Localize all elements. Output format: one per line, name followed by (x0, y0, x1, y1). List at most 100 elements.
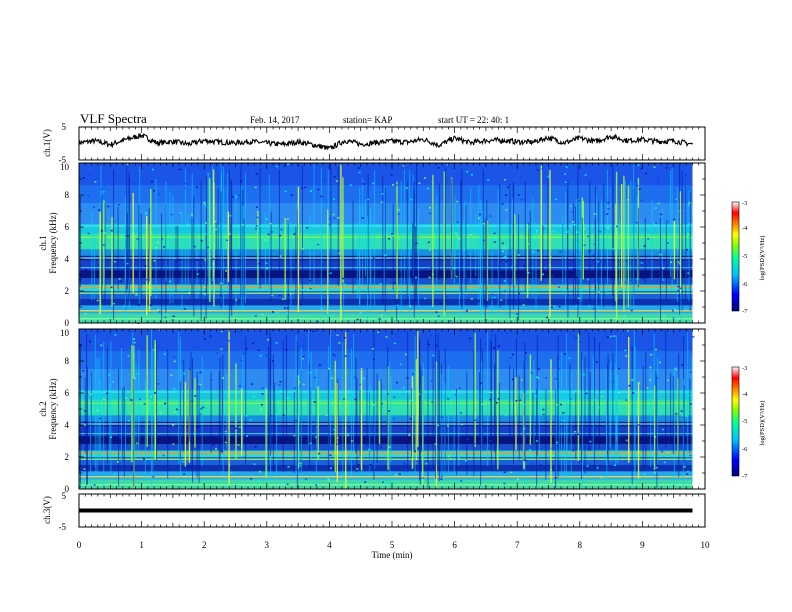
noise-speckle (477, 217, 480, 219)
noise-speckle (559, 403, 562, 406)
impulse-streak (670, 170, 671, 277)
impulse-streak (683, 385, 685, 463)
noise-speckle (564, 353, 566, 355)
noise-speckle (204, 233, 207, 235)
noise-speckle (520, 379, 523, 381)
impulse-streak (389, 361, 391, 488)
noise-speckle (666, 242, 669, 244)
impulse-streak (623, 175, 625, 312)
noise-speckle (516, 313, 519, 315)
noise-speckle (557, 286, 560, 288)
impulse-streak (673, 369, 675, 487)
impulse-streak (200, 180, 202, 321)
noise-speckle (325, 414, 328, 417)
noise-speckle (393, 418, 396, 420)
noise-speckle (626, 199, 629, 201)
impulse-streak (653, 333, 655, 478)
noise-speckle (429, 206, 431, 209)
impulse-streak (562, 215, 564, 295)
impulse-streak (150, 189, 152, 296)
noise-speckle (403, 462, 406, 464)
noise-speckle (100, 230, 103, 232)
noise-speckle (493, 347, 495, 349)
noise-speckle (515, 400, 518, 402)
noise-speckle (609, 335, 612, 338)
spectral-band (79, 351, 693, 369)
impulse-streak (670, 372, 672, 444)
noise-speckle (455, 394, 457, 396)
noise-speckle (659, 253, 662, 256)
noise-speckle (474, 413, 477, 416)
impulse-streak (228, 169, 230, 322)
noise-speckle (338, 252, 341, 255)
noise-speckle (224, 441, 227, 444)
impulse-streak (315, 367, 317, 484)
noise-speckle (196, 273, 199, 275)
impulse-streak (627, 185, 630, 308)
impulse-streak (579, 225, 581, 316)
spectral-band (79, 389, 693, 400)
noise-speckle (305, 330, 308, 332)
impulse-streak (355, 357, 357, 454)
noise-speckle (440, 478, 443, 481)
noise-speckle (458, 457, 461, 460)
impulse-streak (607, 354, 609, 467)
impulse-streak (596, 194, 598, 318)
impulse-streak (204, 200, 206, 287)
noise-speckle (505, 260, 508, 263)
impulse-streak (191, 217, 193, 299)
impulse-streak (302, 165, 303, 299)
noise-speckle (334, 355, 336, 357)
impulse-streak (148, 207, 150, 282)
impulse-streak (671, 167, 673, 289)
noise-speckle (522, 265, 525, 267)
impulse-streak (330, 329, 331, 446)
noise-speckle (430, 335, 433, 337)
impulse-streak (307, 329, 309, 446)
impulse-streak (679, 191, 681, 294)
impulse-streak (309, 215, 311, 285)
noise-speckle (231, 196, 234, 198)
impulse-streak (679, 165, 681, 315)
noise-speckle (359, 312, 362, 314)
noise-speckle (465, 310, 468, 312)
impulse-streak (494, 364, 495, 453)
noise-speckle (385, 336, 388, 338)
impulse-streak (441, 373, 443, 478)
noise-speckle (329, 454, 332, 456)
impulse-streak (518, 375, 520, 460)
ytick-label: 4 (65, 254, 70, 264)
noise-speckle (286, 396, 289, 399)
noise-speckle (254, 186, 257, 189)
xtick-label: 2 (202, 540, 207, 550)
noise-speckle (653, 166, 656, 168)
impulse-streak (359, 187, 361, 305)
noise-speckle (666, 379, 669, 382)
noise-speckle (492, 298, 495, 301)
impulse-streak (342, 177, 344, 283)
colorbar-tick: -5 (742, 253, 747, 260)
colorbar-tick: -7 (742, 473, 748, 480)
impulse-streak (196, 372, 198, 478)
noise-speckle (506, 236, 509, 239)
impulse-streak (387, 346, 389, 445)
noise-speckle (607, 227, 610, 229)
noise-speckle (562, 412, 565, 414)
impulse-streak (374, 392, 376, 470)
noise-speckle (689, 454, 692, 457)
noise-speckle (336, 309, 339, 311)
noise-speckle (297, 375, 300, 378)
noise-speckle (133, 341, 136, 344)
impulse-streak (681, 170, 683, 311)
noise-speckle (100, 188, 103, 190)
ch2-colorbar: -3 -4 -5 -6 -7 log(PSD)(V²/Hz) (731, 365, 766, 480)
noise-speckle (574, 269, 577, 271)
impulse-streak (540, 165, 542, 281)
noise-speckle (675, 368, 678, 371)
noise-speckle (533, 236, 536, 238)
noise-speckle (302, 383, 305, 386)
impulse-streak (682, 379, 684, 487)
noise-speckle (329, 217, 332, 220)
noise-speckle (545, 377, 547, 379)
impulse-streak (435, 332, 437, 479)
